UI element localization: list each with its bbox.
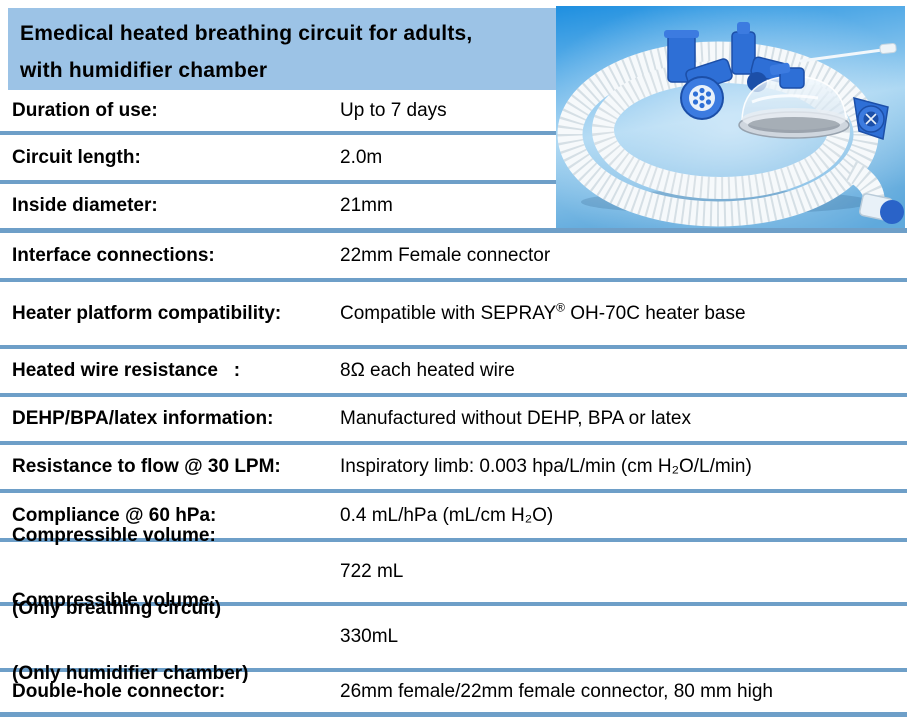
spec-label: Interface connections:: [12, 244, 215, 266]
spec-label-line1: Compressible volume:: [12, 524, 216, 546]
spec-value: Compatible with SEPRAY® OH-70C heater ba…: [328, 300, 746, 325]
spec-label: DEHP/BPA/latex information:: [12, 408, 274, 429]
product-photo: [556, 0, 907, 228]
spec-label: Heater platform compatibility:: [12, 302, 282, 324]
spec-label: Compressible volume: (Only humidifier ch…: [0, 542, 328, 726]
spec-value: 26mm female/22mm female connector, 80 mm…: [340, 681, 773, 702]
spec-label-line1: Compressible volume:: [12, 589, 216, 611]
spec-value: 8Ω each heated wire: [340, 360, 515, 381]
spec-value: Inspiratory limb: 0.003 hpa/L/min (cm H₂…: [340, 456, 752, 477]
spec-label: Compressible volume: (Only breathing cir…: [0, 477, 328, 668]
spec-label-line2: (Only humidifier chamber): [12, 663, 249, 684]
spec-label: Circuit length:: [12, 146, 141, 168]
page-title: Emedical heated breathing circuit for ad…: [8, 8, 556, 90]
spec-row: Resistance to flow @ 30 LPM: Inspiratory…: [0, 445, 907, 493]
spec-label: Duration of use:: [12, 99, 158, 121]
top-area: Emedical heated breathing circuit for ad…: [0, 0, 907, 228]
spec-row: Inside diameter: 21mm: [0, 184, 556, 228]
spec-row: Circuit length: 2.0m: [0, 135, 556, 184]
spec-value: 722 mL: [340, 561, 404, 582]
spec-value: 2.0m: [340, 146, 383, 168]
breathing-circuit-illustration: [556, 6, 905, 228]
bottom-divider: [0, 712, 907, 717]
spec-label: Resistance to flow @ 30 LPM:: [12, 456, 281, 477]
spec-row: Double-hole connector: 26mm female/22mm …: [0, 672, 907, 712]
spec-label: Heated wire resistance :: [12, 360, 241, 381]
spec-value-text: OH-70C heater base: [564, 302, 746, 324]
spec-value: Up to 7 days: [340, 99, 447, 121]
spec-row: Compressible volume: (Only humidifier ch…: [0, 590, 907, 684]
spec-label: Double-hole connector:: [12, 681, 226, 702]
spec-value: 0.4 mL/hPa (mL/cm H₂O): [340, 504, 554, 526]
top-left-column: Emedical heated breathing circuit for ad…: [0, 0, 556, 228]
spec-label-line2: (Only breathing circuit): [12, 598, 222, 619]
spec-value: 330mL: [340, 626, 399, 647]
registered-trademark-symbol: ®: [556, 300, 565, 315]
title-line-1: Emedical heated breathing circuit for ad…: [20, 22, 473, 45]
spec-row: Compressible volume: (Only breathing cir…: [0, 525, 907, 619]
spec-row: Duration of use: Up to 7 days: [0, 90, 556, 135]
spec-value: 22mm Female connector: [340, 244, 551, 266]
spec-row: Compliance @ 60 hPa: 0.4 mL/hPa (mL/cm H…: [0, 493, 907, 542]
spec-table: Interface connections: 22mm Female conne…: [0, 228, 907, 717]
spec-row: DEHP/BPA/latex information: Manufactured…: [0, 397, 907, 445]
spec-row: Heated wire resistance : 8Ω each heated …: [0, 349, 907, 397]
spec-label: Compliance @ 60 hPa:: [12, 504, 217, 526]
spec-value-text: Compatible with SEPRAY: [340, 302, 557, 324]
title-line-2: with humidifier chamber: [20, 59, 268, 82]
spec-row: Interface connections: 22mm Female conne…: [0, 233, 907, 282]
spec-label: Inside diameter:: [12, 195, 158, 216]
spec-value: 21mm: [340, 195, 393, 216]
spec-row: Heater platform compatibility: Compatibl…: [0, 282, 907, 349]
spec-value: Manufactured without DEHP, BPA or latex: [340, 408, 691, 429]
